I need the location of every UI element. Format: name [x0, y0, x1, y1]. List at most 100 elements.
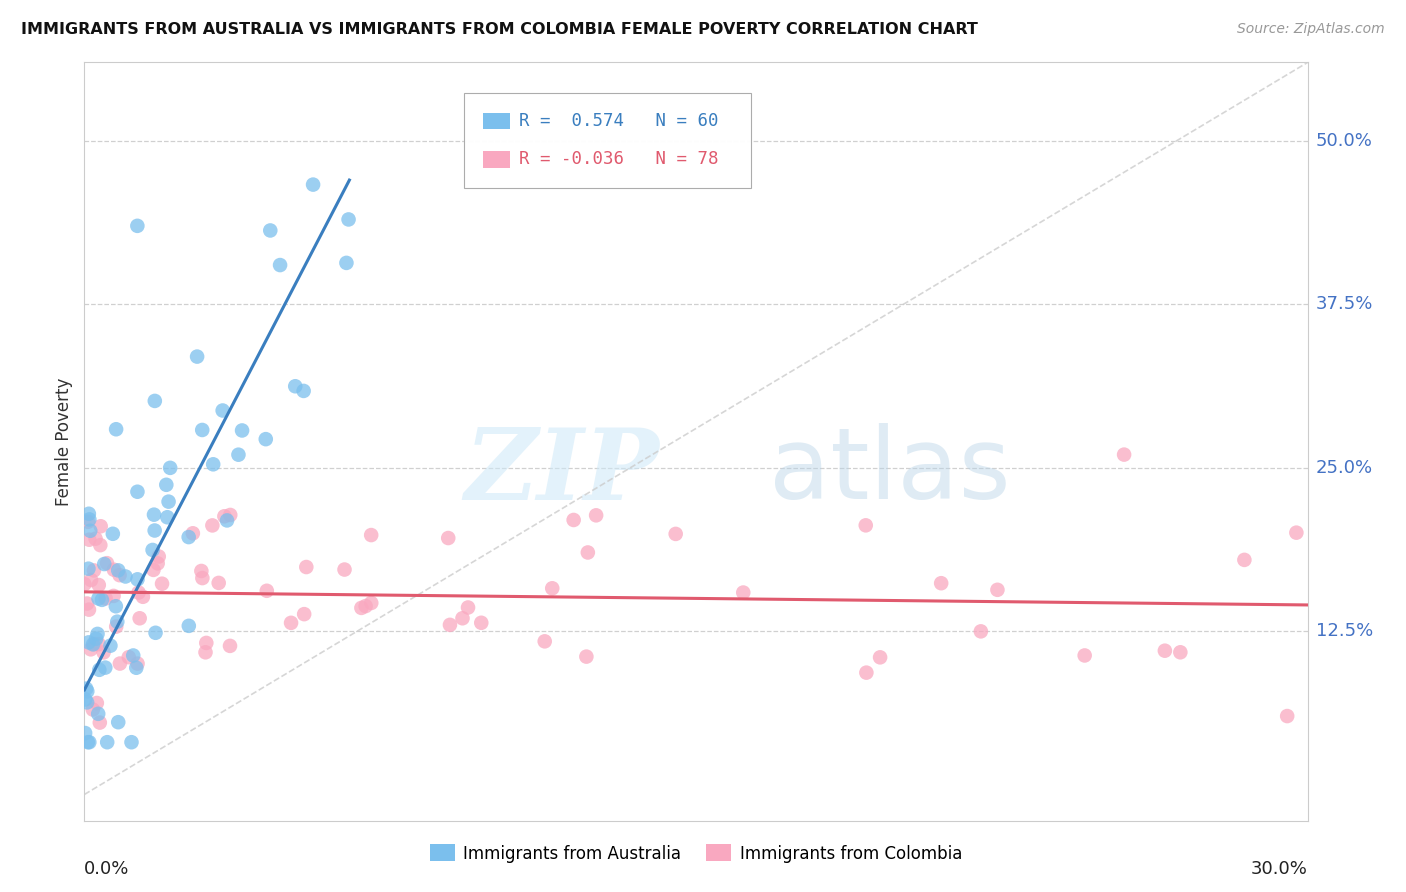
Point [128, 585, 150, 599]
Point [93, 645, 115, 659]
Point [89, 538, 111, 552]
Point [127, 219, 149, 233]
Point [1170, 645, 1192, 659]
Point [100, 639, 122, 653]
Point [228, 448, 250, 462]
Text: 37.5%: 37.5% [1316, 295, 1374, 313]
Point [855, 518, 877, 533]
Point [83, 563, 105, 577]
Point [87, 578, 110, 592]
Point [269, 258, 291, 272]
Point [90, 519, 112, 533]
Point [142, 543, 165, 558]
Text: ZIP: ZIP [464, 424, 659, 520]
Point [143, 393, 166, 408]
Point [114, 569, 136, 583]
Point [77, 533, 100, 547]
Point [79, 735, 101, 749]
Text: Source: ZipAtlas.com: Source: ZipAtlas.com [1237, 22, 1385, 37]
Point [84, 632, 107, 646]
Point [350, 600, 373, 615]
Point [75, 681, 97, 696]
Point [562, 513, 585, 527]
Point [83, 637, 105, 651]
Point [1233, 553, 1256, 567]
Point [186, 350, 208, 364]
Point [86, 696, 108, 710]
Point [82, 702, 104, 716]
Text: IMMIGRANTS FROM AUSTRALIA VS IMMIGRANTS FROM COLOMBIA FEMALE POVERTY CORRELATION: IMMIGRANTS FROM AUSTRALIA VS IMMIGRANTS … [21, 22, 979, 37]
Point [91, 592, 114, 607]
Point [87, 706, 110, 721]
Point [208, 575, 231, 590]
Point [96, 735, 118, 749]
Point [256, 583, 278, 598]
Point [292, 384, 315, 398]
Point [84, 532, 107, 546]
Point [118, 650, 141, 665]
Point [201, 518, 224, 533]
Point [89, 715, 111, 730]
Point [533, 634, 555, 648]
Point [125, 661, 148, 675]
Point [575, 649, 598, 664]
Point [337, 212, 360, 227]
Point [79, 524, 101, 538]
Point [93, 557, 115, 571]
Point [77, 635, 100, 649]
Point [280, 615, 302, 630]
Point [191, 423, 214, 437]
Point [86, 627, 108, 641]
Text: 0.0%: 0.0% [84, 860, 129, 878]
Text: 12.5%: 12.5% [1316, 622, 1374, 640]
Point [148, 549, 170, 564]
Point [76, 735, 98, 749]
Point [80, 573, 103, 587]
FancyBboxPatch shape [484, 112, 510, 129]
Point [76, 684, 98, 698]
Point [103, 563, 125, 577]
Point [143, 508, 166, 522]
Point [1277, 709, 1299, 723]
Point [1073, 648, 1095, 663]
Point [73, 577, 96, 591]
Point [105, 422, 128, 436]
Point [439, 618, 461, 632]
Point [127, 572, 149, 586]
Point [333, 563, 356, 577]
Text: 50.0%: 50.0% [1316, 132, 1372, 150]
Point [87, 637, 110, 651]
Point [108, 568, 131, 582]
Point [108, 657, 131, 671]
Point [360, 596, 382, 610]
Point [219, 508, 242, 522]
Point [146, 557, 169, 571]
Point [360, 528, 382, 542]
Text: 25.0%: 25.0% [1316, 458, 1374, 476]
Point [127, 657, 149, 671]
Point [259, 223, 281, 237]
Point [94, 660, 117, 674]
Point [1154, 643, 1177, 657]
Point [127, 484, 149, 499]
Point [79, 512, 101, 526]
Point [194, 645, 217, 659]
Point [214, 509, 236, 524]
Point [156, 510, 179, 524]
Point [80, 642, 103, 657]
Point [292, 607, 315, 621]
Point [254, 432, 277, 446]
Point [75, 726, 97, 740]
Point [929, 576, 952, 591]
Point [457, 600, 479, 615]
Point [105, 615, 128, 629]
Point [143, 524, 166, 538]
Point [181, 526, 204, 541]
Point [128, 611, 150, 625]
Y-axis label: Female Poverty: Female Poverty [55, 377, 73, 506]
Point [101, 526, 124, 541]
Point [77, 507, 100, 521]
Text: 30.0%: 30.0% [1251, 860, 1308, 878]
Point [82, 637, 104, 651]
Point [77, 602, 100, 616]
